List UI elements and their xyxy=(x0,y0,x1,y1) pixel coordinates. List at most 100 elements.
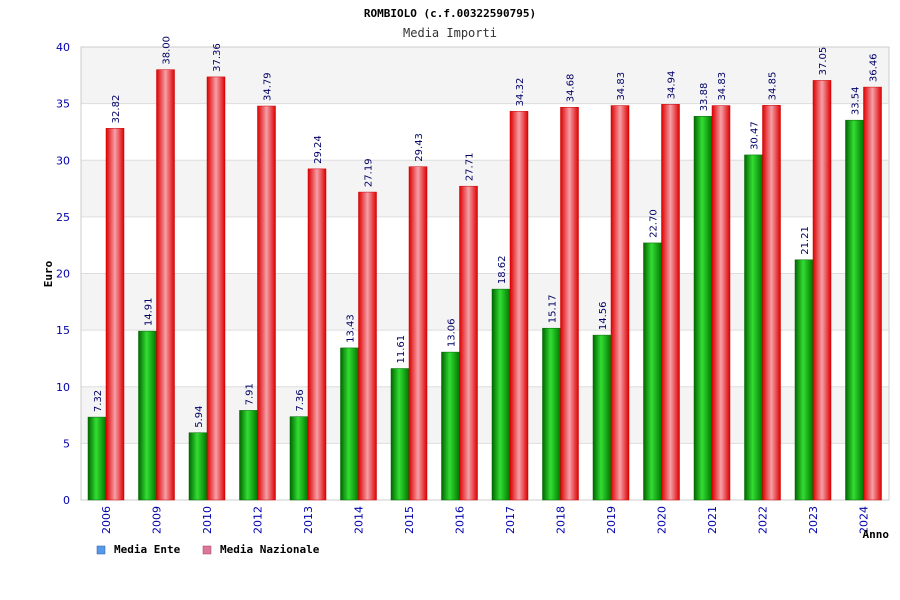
y-axis-ticks: 0 5 10 15 20 25 30 35 40 xyxy=(56,41,70,507)
x-tick-label: 2020 xyxy=(656,506,669,534)
value-label-media-ente: 18.62 xyxy=(497,255,508,284)
bar-media-ente xyxy=(441,351,460,501)
value-label-media-ente: 22.70 xyxy=(649,209,660,238)
x-tick-label: 2021 xyxy=(706,506,719,534)
value-label-media-ente: 30.47 xyxy=(750,121,761,150)
bar-media-nazionale xyxy=(812,80,832,501)
bar-media-ente xyxy=(845,119,864,501)
y-tick-label: 10 xyxy=(56,381,70,394)
legend: Media Ente Media Nazionale xyxy=(96,543,320,556)
bar-media-nazionale xyxy=(105,128,125,501)
legend-swatch-media-nazionale xyxy=(202,545,212,555)
x-tick-label: 2017 xyxy=(504,506,517,534)
value-label-media-ente: 13.43 xyxy=(346,314,357,343)
bar-media-ente xyxy=(542,327,561,501)
value-label-media-nazionale: 34.32 xyxy=(515,78,526,107)
bar-media-ente xyxy=(491,288,511,501)
value-label-media-nazionale: 37.05 xyxy=(818,47,829,76)
bar-media-ente xyxy=(239,410,258,501)
value-label-media-nazionale: 32.82 xyxy=(111,95,122,124)
x-axis-label: Anno xyxy=(863,528,890,541)
bar-media-nazionale xyxy=(610,105,630,501)
bar-media-nazionale xyxy=(560,106,579,501)
bar-media-nazionale xyxy=(358,191,377,501)
bar-media-nazionale xyxy=(509,111,529,501)
value-label-media-nazionale: 27.71 xyxy=(465,153,476,182)
bar-media-nazionale xyxy=(661,104,680,501)
bar-media-ente xyxy=(87,416,107,501)
value-label-media-ente: 33.54 xyxy=(851,87,862,116)
bar-media-nazionale xyxy=(459,185,478,501)
y-tick-label: 40 xyxy=(56,41,70,54)
value-label-media-ente: 21.21 xyxy=(800,226,811,255)
bar-media-ente xyxy=(693,116,713,501)
bar-media-ente xyxy=(289,416,309,501)
bars: 7.32 32.82 14.91 38.00 5.94 37.36 7.91 34.79 7.3… xyxy=(87,36,882,501)
value-label-media-nazionale: 38.00 xyxy=(162,36,173,65)
value-label-media-ente: 7.91 xyxy=(245,383,256,405)
value-label-media-nazionale: 29.24 xyxy=(313,135,324,164)
value-label-media-nazionale: 34.94 xyxy=(667,71,678,100)
bar-media-ente xyxy=(340,347,359,501)
bar-media-nazionale xyxy=(408,166,428,501)
bar-media-nazionale xyxy=(711,105,731,501)
value-label-media-nazionale: 34.85 xyxy=(768,72,779,101)
bar-media-ente xyxy=(744,154,763,501)
value-label-media-ente: 7.32 xyxy=(93,390,104,412)
value-label-media-nazionale: 37.36 xyxy=(212,43,223,72)
x-tick-label: 2022 xyxy=(757,506,770,534)
value-label-media-ente: 5.94 xyxy=(194,405,205,427)
y-tick-label: 35 xyxy=(56,98,70,111)
chart-title: ROMBIOLO (c.f.00322590795) xyxy=(364,7,536,20)
y-tick-label: 5 xyxy=(63,437,70,450)
bar-media-ente xyxy=(188,432,208,501)
x-tick-label: 2010 xyxy=(201,506,214,534)
value-label-media-ente: 14.56 xyxy=(598,301,609,330)
legend-swatch-media-ente xyxy=(96,545,106,555)
bar-media-ente xyxy=(794,259,814,501)
x-tick-label: 2016 xyxy=(454,506,467,534)
bar-media-ente xyxy=(592,334,612,501)
y-tick-label: 15 xyxy=(56,324,70,337)
value-label-media-ente: 11.61 xyxy=(396,335,407,364)
value-label-media-ente: 7.36 xyxy=(295,389,306,411)
y-tick-label: 25 xyxy=(56,211,70,224)
value-label-media-ente: 33.88 xyxy=(699,83,710,112)
bar-media-ente xyxy=(643,242,662,501)
chart-subtitle: Media Importi xyxy=(403,26,497,40)
value-label-media-nazionale: 34.83 xyxy=(717,72,728,101)
x-tick-label: 2013 xyxy=(302,506,315,534)
bar-media-nazionale xyxy=(307,168,327,501)
bar-media-nazionale xyxy=(863,86,882,501)
bar-media-nazionale xyxy=(156,69,175,501)
bar-media-ente xyxy=(390,368,410,501)
y-axis-label: Euro xyxy=(42,260,55,287)
x-tick-label: 2014 xyxy=(353,506,366,534)
y-tick-label: 30 xyxy=(56,154,70,167)
value-label-media-nazionale: 34.83 xyxy=(616,72,627,101)
legend-label-media-ente: Media Ente xyxy=(114,543,181,556)
value-label-media-nazionale: 34.68 xyxy=(566,74,577,103)
x-tick-label: 2009 xyxy=(151,506,164,534)
plot-frame xyxy=(80,46,890,501)
y-tick-label: 20 xyxy=(56,268,70,281)
x-tick-label: 2012 xyxy=(252,506,265,534)
value-label-media-ente: 15.17 xyxy=(548,295,559,324)
value-label-media-nazionale: 29.43 xyxy=(414,133,425,162)
x-tick-label: 2018 xyxy=(555,506,568,534)
value-label-media-nazionale: 34.79 xyxy=(263,72,274,101)
bar-media-nazionale xyxy=(206,76,226,501)
x-tick-label: 2006 xyxy=(100,506,113,534)
value-label-media-nazionale: 36.46 xyxy=(869,53,880,82)
x-tick-label: 2019 xyxy=(605,506,618,534)
x-tick-label: 2024 xyxy=(858,506,871,534)
bar-media-nazionale xyxy=(762,105,781,501)
x-tick-label: 2015 xyxy=(403,506,416,534)
bar-media-nazionale xyxy=(257,105,276,501)
legend-label-media-nazionale: Media Nazionale xyxy=(220,543,320,556)
x-axis-ticks: 2006 2009 2010 2012 2013 2014 2015 2016 2017 2018… xyxy=(100,506,871,534)
bar-media-ente xyxy=(138,330,157,501)
value-label-media-nazionale: 27.19 xyxy=(364,158,375,187)
value-label-media-ente: 13.06 xyxy=(447,318,458,347)
